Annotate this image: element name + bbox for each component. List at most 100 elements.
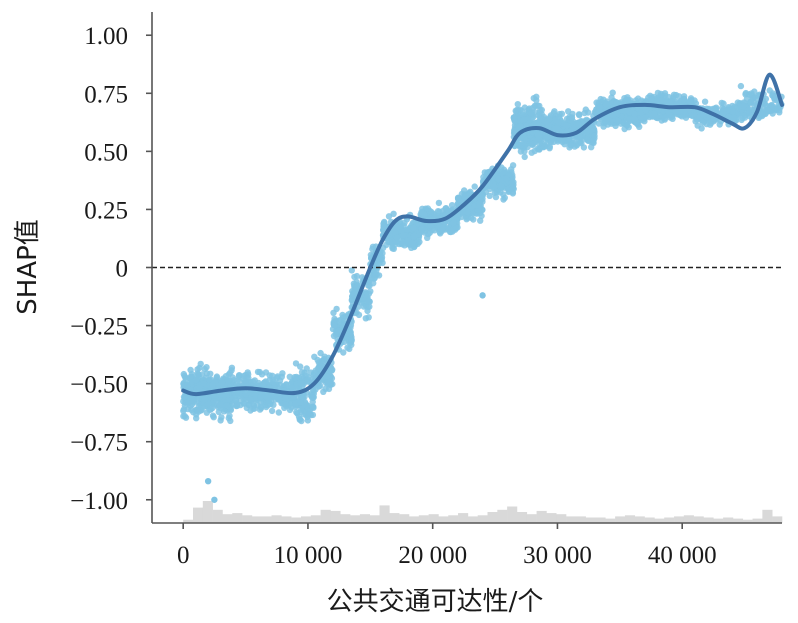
scatter-point bbox=[532, 102, 539, 110]
scatter-point bbox=[282, 394, 289, 402]
scatter-point bbox=[180, 370, 187, 378]
scatter-point bbox=[584, 136, 591, 144]
scatter-point bbox=[631, 110, 638, 118]
scatter-point bbox=[264, 402, 271, 409]
histogram-bar bbox=[536, 510, 547, 523]
histogram-bar bbox=[585, 517, 596, 523]
scatter-point bbox=[330, 321, 338, 328]
histogram-bar bbox=[438, 516, 449, 523]
scatter-point bbox=[450, 219, 457, 226]
scatter-point bbox=[546, 115, 553, 123]
histogram-bar bbox=[369, 515, 380, 523]
histogram-bar bbox=[605, 518, 616, 523]
scatter-point bbox=[275, 396, 282, 403]
scatter-point bbox=[424, 205, 432, 212]
y-tick-label: −0.25 bbox=[70, 314, 128, 341]
scatter-point bbox=[365, 314, 372, 321]
histogram-bar bbox=[202, 501, 213, 523]
scatter-point bbox=[747, 99, 754, 106]
scatter-point bbox=[184, 381, 191, 389]
x-axis-title: 公共交通可达性/个 bbox=[327, 587, 544, 617]
scatter-point bbox=[370, 280, 377, 287]
scatter-point bbox=[332, 331, 340, 338]
scatter-point bbox=[393, 234, 401, 241]
scatter-point bbox=[297, 363, 304, 370]
histogram-bar bbox=[330, 510, 341, 523]
histogram-bar bbox=[674, 516, 685, 523]
scatter-point bbox=[471, 183, 478, 190]
scatter-point bbox=[268, 407, 276, 415]
scatter-point bbox=[550, 138, 557, 146]
scatter-point bbox=[227, 406, 234, 414]
scatter-point bbox=[512, 107, 519, 115]
scatter-point bbox=[521, 116, 528, 123]
histogram-bar bbox=[222, 514, 233, 523]
scatter-point bbox=[210, 414, 217, 421]
histogram-bar bbox=[624, 515, 636, 523]
scatter-point bbox=[317, 349, 324, 357]
scatter-point bbox=[330, 309, 337, 316]
scatter-point bbox=[509, 184, 517, 191]
scatter-point bbox=[527, 110, 535, 117]
scatter-point bbox=[355, 283, 362, 290]
scatter-point bbox=[730, 115, 737, 122]
scatter-point bbox=[194, 371, 202, 379]
histogram-bar bbox=[212, 509, 223, 523]
x-tick-label: 30 000 bbox=[523, 542, 592, 569]
scatter-point bbox=[434, 208, 442, 215]
scatter-point bbox=[254, 368, 262, 376]
scatter-point bbox=[521, 153, 528, 161]
scatter-point bbox=[304, 417, 312, 424]
scatter-point bbox=[250, 378, 257, 385]
histogram-bar bbox=[251, 516, 263, 523]
scatter-point bbox=[464, 208, 471, 216]
y-tick-label: 0.50 bbox=[84, 139, 128, 166]
histogram-bar bbox=[654, 518, 665, 523]
scatter-point bbox=[408, 239, 416, 247]
axis-ticks: 1.00 0.75 0.50 0.25 0 −0.25 −0.50 −0.75 −1.00 0 10… bbox=[70, 23, 716, 569]
histogram-bar bbox=[634, 516, 645, 523]
scatter-point bbox=[360, 303, 367, 310]
histogram-bar bbox=[615, 516, 626, 523]
histogram-bar bbox=[566, 516, 577, 523]
scatter-point bbox=[591, 132, 598, 140]
y-tick-label: −1.00 bbox=[70, 488, 128, 515]
histogram-bar bbox=[664, 517, 675, 523]
scatter-point bbox=[418, 225, 426, 232]
scatter-point bbox=[615, 117, 622, 125]
scatter-point bbox=[209, 382, 216, 389]
scatter-point bbox=[303, 365, 310, 372]
y-tick-label: 0 bbox=[116, 256, 129, 283]
scatter-point bbox=[454, 194, 462, 201]
histogram-bar bbox=[340, 514, 351, 523]
scatter-point bbox=[416, 238, 423, 246]
scatter-point bbox=[403, 226, 411, 233]
histogram-bar bbox=[242, 515, 253, 523]
scatter-point bbox=[576, 111, 583, 119]
scatter-point bbox=[223, 402, 230, 409]
scatter-point bbox=[479, 292, 486, 299]
scatter-point bbox=[544, 133, 551, 141]
scatter-point bbox=[377, 252, 384, 259]
scatter-point bbox=[262, 369, 270, 376]
scatter-point bbox=[692, 100, 700, 107]
scatter-point bbox=[511, 118, 519, 125]
histogram-bar bbox=[183, 519, 194, 523]
scatter-point bbox=[355, 311, 363, 319]
scatter-point bbox=[546, 143, 553, 150]
histogram-bar bbox=[350, 515, 361, 523]
scatter-point bbox=[479, 206, 486, 213]
trend-line bbox=[181, 72, 784, 397]
scatter-point bbox=[769, 102, 776, 110]
histogram-bar bbox=[389, 513, 400, 523]
scatter-point bbox=[534, 130, 541, 138]
scatter-point bbox=[500, 196, 507, 203]
scatter-point bbox=[242, 390, 249, 398]
scatter-point bbox=[730, 108, 737, 115]
histogram-bar bbox=[713, 518, 724, 523]
scatter-point bbox=[297, 380, 304, 387]
scatter-point bbox=[509, 162, 517, 169]
scatter-point bbox=[642, 114, 649, 121]
scatter-point bbox=[189, 396, 197, 404]
